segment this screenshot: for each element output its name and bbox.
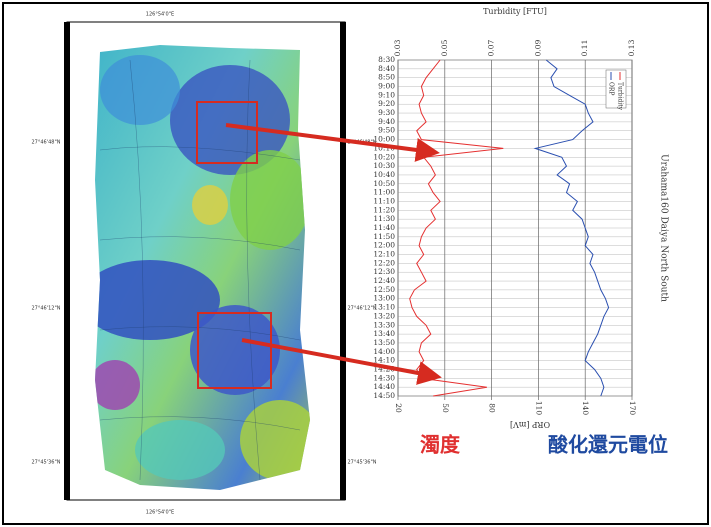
y-tick-label: 12:20: [373, 258, 395, 267]
x-tick-label: 0.07: [487, 39, 496, 56]
y-tick-label: 14:50: [373, 391, 395, 400]
y-tick-label: 14:00: [373, 347, 395, 356]
x2-axis-title: ORP [mV]: [510, 420, 550, 429]
y-tick-label: 13:30: [373, 320, 395, 329]
y-tick-label: 10:50: [373, 179, 395, 188]
y-tick-label: 8:40: [378, 64, 395, 73]
x-tick-label: 0.03: [393, 39, 402, 56]
chart-title: Urahama160 Daiya North South: [659, 154, 669, 302]
y-tick-label: 9:40: [378, 117, 395, 126]
y-tick-label: 12:10: [373, 250, 395, 259]
y-tick-label: 11:20: [373, 205, 395, 214]
x2-tick-label: 80: [488, 403, 497, 413]
y-tick-label: 13:00: [373, 294, 395, 303]
y-tick-label: 10:00: [373, 135, 395, 144]
y-tick-label: 9:00: [378, 82, 395, 91]
x2-tick-label: 170: [628, 401, 637, 416]
y-tick-label: 11:50: [373, 232, 395, 241]
y-tick-label: 9:10: [378, 90, 395, 99]
x-axis-title: Turbidity [FTU]: [483, 7, 547, 16]
y-tick-label: 12:40: [373, 276, 395, 285]
x2-tick-label: 110: [534, 401, 543, 416]
y-tick-label: 13:50: [373, 338, 395, 347]
lat-label: 27°46'12"N: [347, 306, 376, 312]
y-tick-label: 12:50: [373, 285, 395, 294]
caption: 酸化還元電位: [548, 433, 668, 457]
y-tick-label: 13:40: [373, 329, 395, 338]
y-tick-label: 11:00: [373, 188, 395, 197]
x2-tick-label: 140: [581, 401, 590, 416]
y-tick-label: 10:20: [373, 152, 395, 161]
legend-label: ORP: [608, 82, 615, 95]
y-tick-label: 8:50: [378, 73, 395, 82]
lon-label: 126°54'0"E: [146, 510, 174, 516]
x-tick-label: 0.05: [440, 39, 449, 56]
chart: 8:308:408:509:009:109:209:309:409:5010:0…: [373, 7, 668, 429]
x2-tick-label: 20: [394, 403, 403, 413]
y-tick-label: 13:10: [373, 303, 395, 312]
y-tick-label: 11:10: [373, 196, 395, 205]
x-tick-label: 0.13: [627, 39, 636, 56]
y-tick-label: 10:40: [373, 170, 395, 179]
lat-label: 27°46'48"N: [31, 140, 60, 146]
y-tick-label: 11:30: [373, 214, 395, 223]
x2-tick-label: 50: [441, 403, 450, 413]
y-tick-label: 12:30: [373, 267, 395, 276]
y-tick-label: 9:20: [378, 99, 395, 108]
y-tick-label: 14:40: [373, 382, 395, 391]
page: 126°54'0"E 126°54'0"E 27°46'48"N 27°46'1…: [0, 0, 711, 527]
y-tick-label: 9:30: [378, 108, 395, 117]
lat-label: 27°45'36"N: [31, 460, 60, 466]
y-tick-label: 14:30: [373, 373, 395, 382]
lon-label: 126°54'0"E: [146, 12, 174, 18]
legend-label: Turbidity: [617, 82, 624, 111]
lat-label: 27°46'12"N: [31, 306, 60, 312]
map: 126°54'0"E 126°54'0"E 27°46'48"N 27°46'1…: [31, 12, 376, 516]
y-tick-label: 10:30: [373, 161, 395, 170]
caption: 濁度: [420, 433, 461, 457]
lat-label: 27°45'36"N: [347, 460, 376, 466]
x-tick-label: 0.09: [533, 39, 542, 56]
y-tick-label: 11:40: [373, 223, 395, 232]
y-tick-label: 9:50: [378, 126, 395, 135]
y-tick-label: 12:00: [373, 241, 395, 250]
x-tick-label: 0.11: [580, 40, 589, 57]
y-tick-label: 13:20: [373, 311, 395, 320]
